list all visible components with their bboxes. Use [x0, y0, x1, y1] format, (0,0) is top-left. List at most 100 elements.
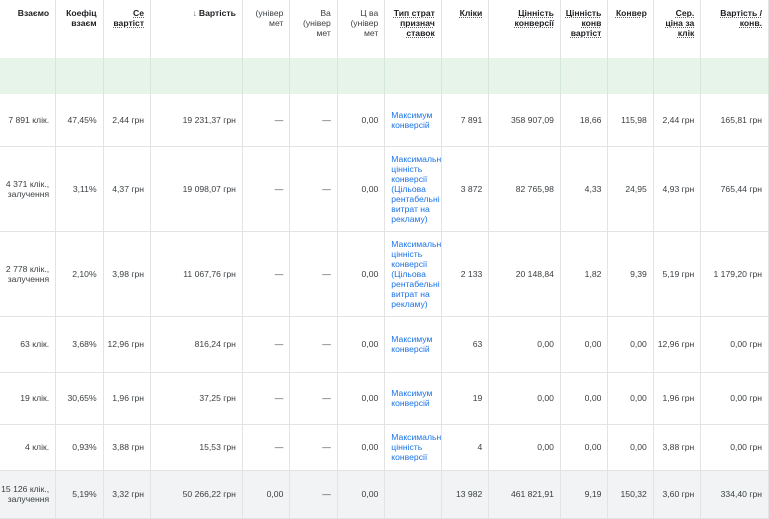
column-header-label: Цінність конверсії	[514, 8, 554, 28]
table-cell: 18,66	[560, 94, 609, 147]
total-row[interactable]: 15 126 клік., залучення 5,19% 3,32 грн 50 2…	[0, 470, 769, 519]
table-cell: —	[242, 424, 291, 471]
table-cell: 0,00	[337, 372, 386, 425]
table-cell: 358 907,09	[488, 94, 561, 147]
table-cell: 63 клік.	[0, 316, 57, 373]
column-header-label: Конвер	[615, 8, 647, 18]
table-cell: 4	[441, 424, 490, 471]
table-cell: 20 148,84	[488, 231, 561, 317]
column-header-8[interactable]: Кліки	[441, 0, 490, 58]
bid-strategy-cell[interactable]: Максимум конверсій	[384, 372, 442, 425]
table-cell: 19 клік.	[0, 372, 57, 425]
column-header-1[interactable]: Коефіц взаєм	[55, 0, 104, 58]
table-cell: 0,00	[488, 424, 561, 471]
table-cell: 12,96 грн	[103, 316, 152, 373]
column-header-label: Взаємо	[17, 8, 50, 18]
table-cell: 0,00	[337, 316, 386, 373]
column-header-6[interactable]: Ц ва (універ мет	[337, 0, 386, 58]
arrow-down-icon: ↓	[192, 8, 197, 18]
column-header-4[interactable]: (універ мет	[242, 0, 291, 58]
table-cell: 0,00	[337, 146, 386, 232]
table-cell: 47,45%	[55, 94, 104, 147]
table-cell: 4,93 грн	[653, 146, 702, 232]
table-cell: 15,53 грн	[150, 424, 243, 471]
table-cell: —	[242, 316, 291, 373]
bid-strategy-cell[interactable]: Максимум конверсій	[384, 316, 442, 373]
table-cell: 0,00	[560, 372, 609, 425]
table-cell: 765,44 грн	[700, 146, 769, 232]
table-cell: 3 872	[441, 146, 490, 232]
bid-strategy-cell[interactable]: Максимальн цінність конверсії (Цільова р…	[384, 146, 442, 232]
column-header-10[interactable]: Цінність конв вартіст	[560, 0, 609, 58]
bid-strategy-cell[interactable]: Максимальн цінність конверсії (Цільова р…	[384, 231, 442, 317]
table-row[interactable]: 4 клік. 0,93% 3,88 грн 15,53 грн — —0,00 Макси…	[0, 424, 769, 471]
column-header-11[interactable]: Конвер	[607, 0, 654, 58]
table-cell: 11 067,76 грн	[150, 231, 243, 317]
table-cell: 5,19 грн	[653, 231, 702, 317]
table-cell: 3,68%	[55, 316, 104, 373]
table-cell: —	[289, 231, 338, 317]
table-cell: —	[242, 146, 291, 232]
table-cell: 0,00 грн	[700, 316, 769, 373]
table-cell: 0,00	[337, 231, 386, 317]
column-header-label: Тип страт признач ставок	[393, 8, 435, 38]
table-cell: 50 266,22 грн	[150, 470, 243, 519]
table-cell: 37,25 грн	[150, 372, 243, 425]
table-cell: 1,96 грн	[653, 372, 702, 425]
table-cell: 0,00	[607, 372, 654, 425]
table-cell: 4 клік.	[0, 424, 57, 471]
table-cell: 1,82	[560, 231, 609, 317]
table-cell: 19	[441, 372, 490, 425]
table-cell: 2,10%	[55, 231, 104, 317]
table-cell: 0,00	[337, 470, 386, 519]
table-row[interactable]: 19 клік. 30,65% 1,96 грн 37,25 грн — —0,00 Мак…	[0, 372, 769, 425]
column-header-label: Цінність конв вартіст	[565, 8, 602, 38]
table-row[interactable]: 2 778 клік., залучення 2,10% 3,98 грн 11 06…	[0, 231, 769, 317]
table-cell: 0,00	[560, 316, 609, 373]
column-header-label: (універ мет	[255, 8, 284, 28]
bid-strategy-cell[interactable]: Максимум конверсій	[384, 94, 442, 147]
table-cell: 115,98	[607, 94, 654, 147]
table-cell: 4,33	[560, 146, 609, 232]
table-cell: 7 891	[441, 94, 490, 147]
column-header-12[interactable]: Сер. ціна за клік	[653, 0, 702, 58]
column-header-5[interactable]: Ва (універ мет	[289, 0, 338, 58]
bid-strategy-cell[interactable]: Максимальн цінність конверсії	[384, 424, 442, 471]
column-header-7[interactable]: Тип страт признач ставок	[384, 0, 442, 58]
table-cell: 1 179,20 грн	[700, 231, 769, 317]
bid-strategy-cell	[384, 470, 442, 519]
column-header-2[interactable]: Се вартіст	[103, 0, 152, 58]
table-cell: —	[242, 94, 291, 147]
column-header-9[interactable]: Цінність конверсії	[488, 0, 561, 58]
column-header-label: Кліки	[459, 8, 483, 18]
table-cell: 1,96 грн	[103, 372, 152, 425]
table-cell: 19 231,37 грн	[150, 94, 243, 147]
table-cell: 24,95	[607, 146, 654, 232]
table-cell: 15 126 клік., залучення	[0, 470, 57, 519]
table-row[interactable]: 4 371 клік., залучення 3,11% 4,37 грн 19 09…	[0, 146, 769, 232]
table-header: Взаємо Коефіц взаєм Се вартіст ↓ Вартість (ун…	[0, 0, 769, 58]
table-cell: —	[289, 94, 338, 147]
table-cell: 2 778 клік., залучення	[0, 231, 57, 317]
table-cell: —	[289, 372, 338, 425]
table-cell: 0,00	[488, 316, 561, 373]
table-cell: 3,11%	[55, 146, 104, 232]
column-header-13[interactable]: Вартість / конв.	[700, 0, 769, 58]
table-cell: 165,81 грн	[700, 94, 769, 147]
table-cell: 30,65%	[55, 372, 104, 425]
column-header-0[interactable]: Взаємо	[0, 0, 57, 58]
table-cell: 2,44 грн	[103, 94, 152, 147]
table-cell: —	[289, 424, 338, 471]
table-cell: 2 133	[441, 231, 490, 317]
table-cell: 0,00	[242, 470, 291, 519]
table-cell: 63	[441, 316, 490, 373]
table-cell: 0,00	[337, 424, 386, 471]
table-row[interactable]: 7 891 клік. 47,45% 2,44 грн 19 231,37 грн — —…	[0, 94, 769, 147]
table-cell: 3,88 грн	[653, 424, 702, 471]
table-cell: 3,98 грн	[103, 231, 152, 317]
table-cell: 0,00	[488, 372, 561, 425]
table-cell: 5,19%	[55, 470, 104, 519]
table-row[interactable]: 63 клік. 3,68% 12,96 грн 816,24 грн — —0,00 Ма…	[0, 316, 769, 373]
table-cell: 9,39	[607, 231, 654, 317]
column-header-3[interactable]: ↓ Вартість	[150, 0, 243, 58]
